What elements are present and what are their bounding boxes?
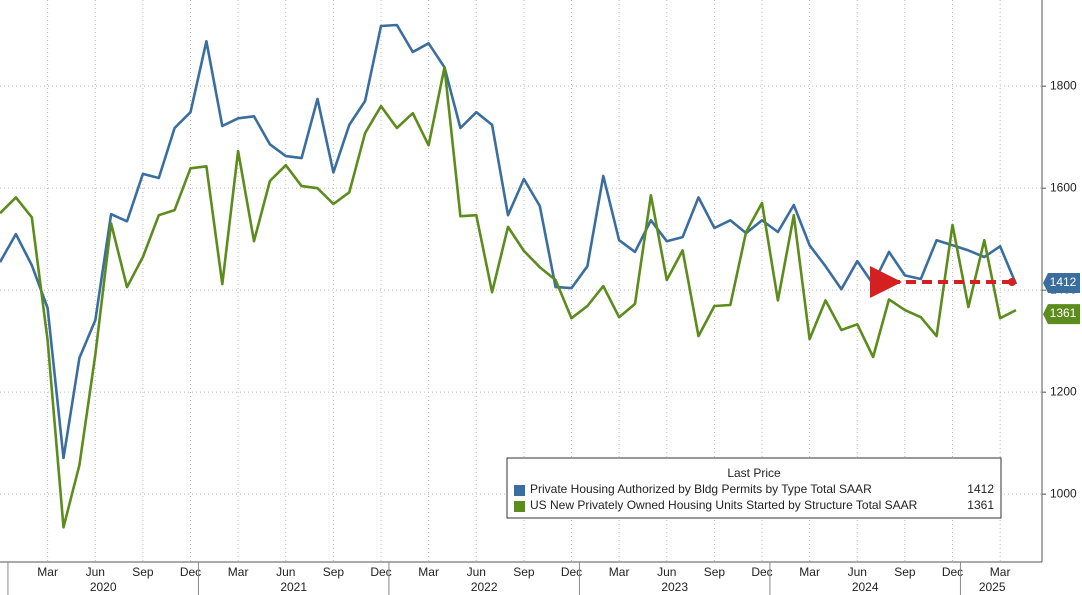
legend: Last Price Private Housing Authorized by … — [506, 457, 1002, 519]
x-tick-label: Dec — [561, 565, 582, 579]
legend-label: Private Housing Authorized by Bldg Permi… — [530, 482, 872, 496]
x-tick-label: Sep — [704, 565, 726, 579]
x-tick-label: Dec — [751, 565, 772, 579]
year-label: 2021 — [280, 580, 307, 594]
year-label: 2024 — [852, 580, 879, 594]
x-tick-label: Mar — [799, 565, 820, 579]
annotation-dot — [1008, 278, 1016, 286]
legend-swatch — [514, 485, 525, 496]
x-tick-label: Mar — [37, 565, 58, 579]
x-tick-label: Dec — [942, 565, 963, 579]
last-value-label: 1361 — [1050, 306, 1077, 320]
x-tick-label: Dec — [180, 565, 201, 579]
y-tick-label: 1200 — [1050, 384, 1077, 398]
x-tick-label: Sep — [513, 565, 535, 579]
last-value-badge — [1043, 304, 1080, 325]
x-tick-label: Sep — [132, 565, 154, 579]
x-tick-label: Jun — [848, 565, 867, 579]
x-tick-label: Jun — [276, 565, 295, 579]
year-label: 2020 — [90, 580, 117, 594]
legend-box — [506, 457, 1002, 519]
legend-value: 1412 — [967, 482, 994, 496]
legend-label: US New Privately Owned Housing Units Sta… — [530, 498, 918, 512]
year-label: 2023 — [661, 580, 688, 594]
x-tick-label: Mar — [418, 565, 439, 579]
x-tick-label: Sep — [323, 565, 345, 579]
y-tick-label: 1000 — [1050, 486, 1077, 500]
x-tick-label: Sep — [894, 565, 916, 579]
legend-value: 1361 — [967, 498, 994, 512]
x-tick-label: Mar — [609, 565, 630, 579]
x-tick-label: Mar — [228, 565, 249, 579]
last-value-badge — [1043, 273, 1080, 294]
last-value-label: 1412 — [1050, 275, 1077, 289]
series-line — [0, 23, 1018, 460]
year-label: 2022 — [471, 580, 498, 594]
x-tick-label: Jun — [86, 565, 105, 579]
y-tick-label: 1600 — [1050, 180, 1077, 194]
legend-title: Last Price — [727, 466, 781, 480]
x-tick-label: Jun — [467, 565, 486, 579]
x-tick-label: Jun — [657, 565, 676, 579]
y-tick-label: 1800 — [1050, 78, 1077, 92]
x-tick-label: Dec — [370, 565, 391, 579]
series-line — [0, 66, 1017, 529]
legend-swatch — [514, 501, 525, 512]
year-label: 2025 — [979, 580, 1006, 594]
x-tick-label: Mar — [990, 565, 1011, 579]
